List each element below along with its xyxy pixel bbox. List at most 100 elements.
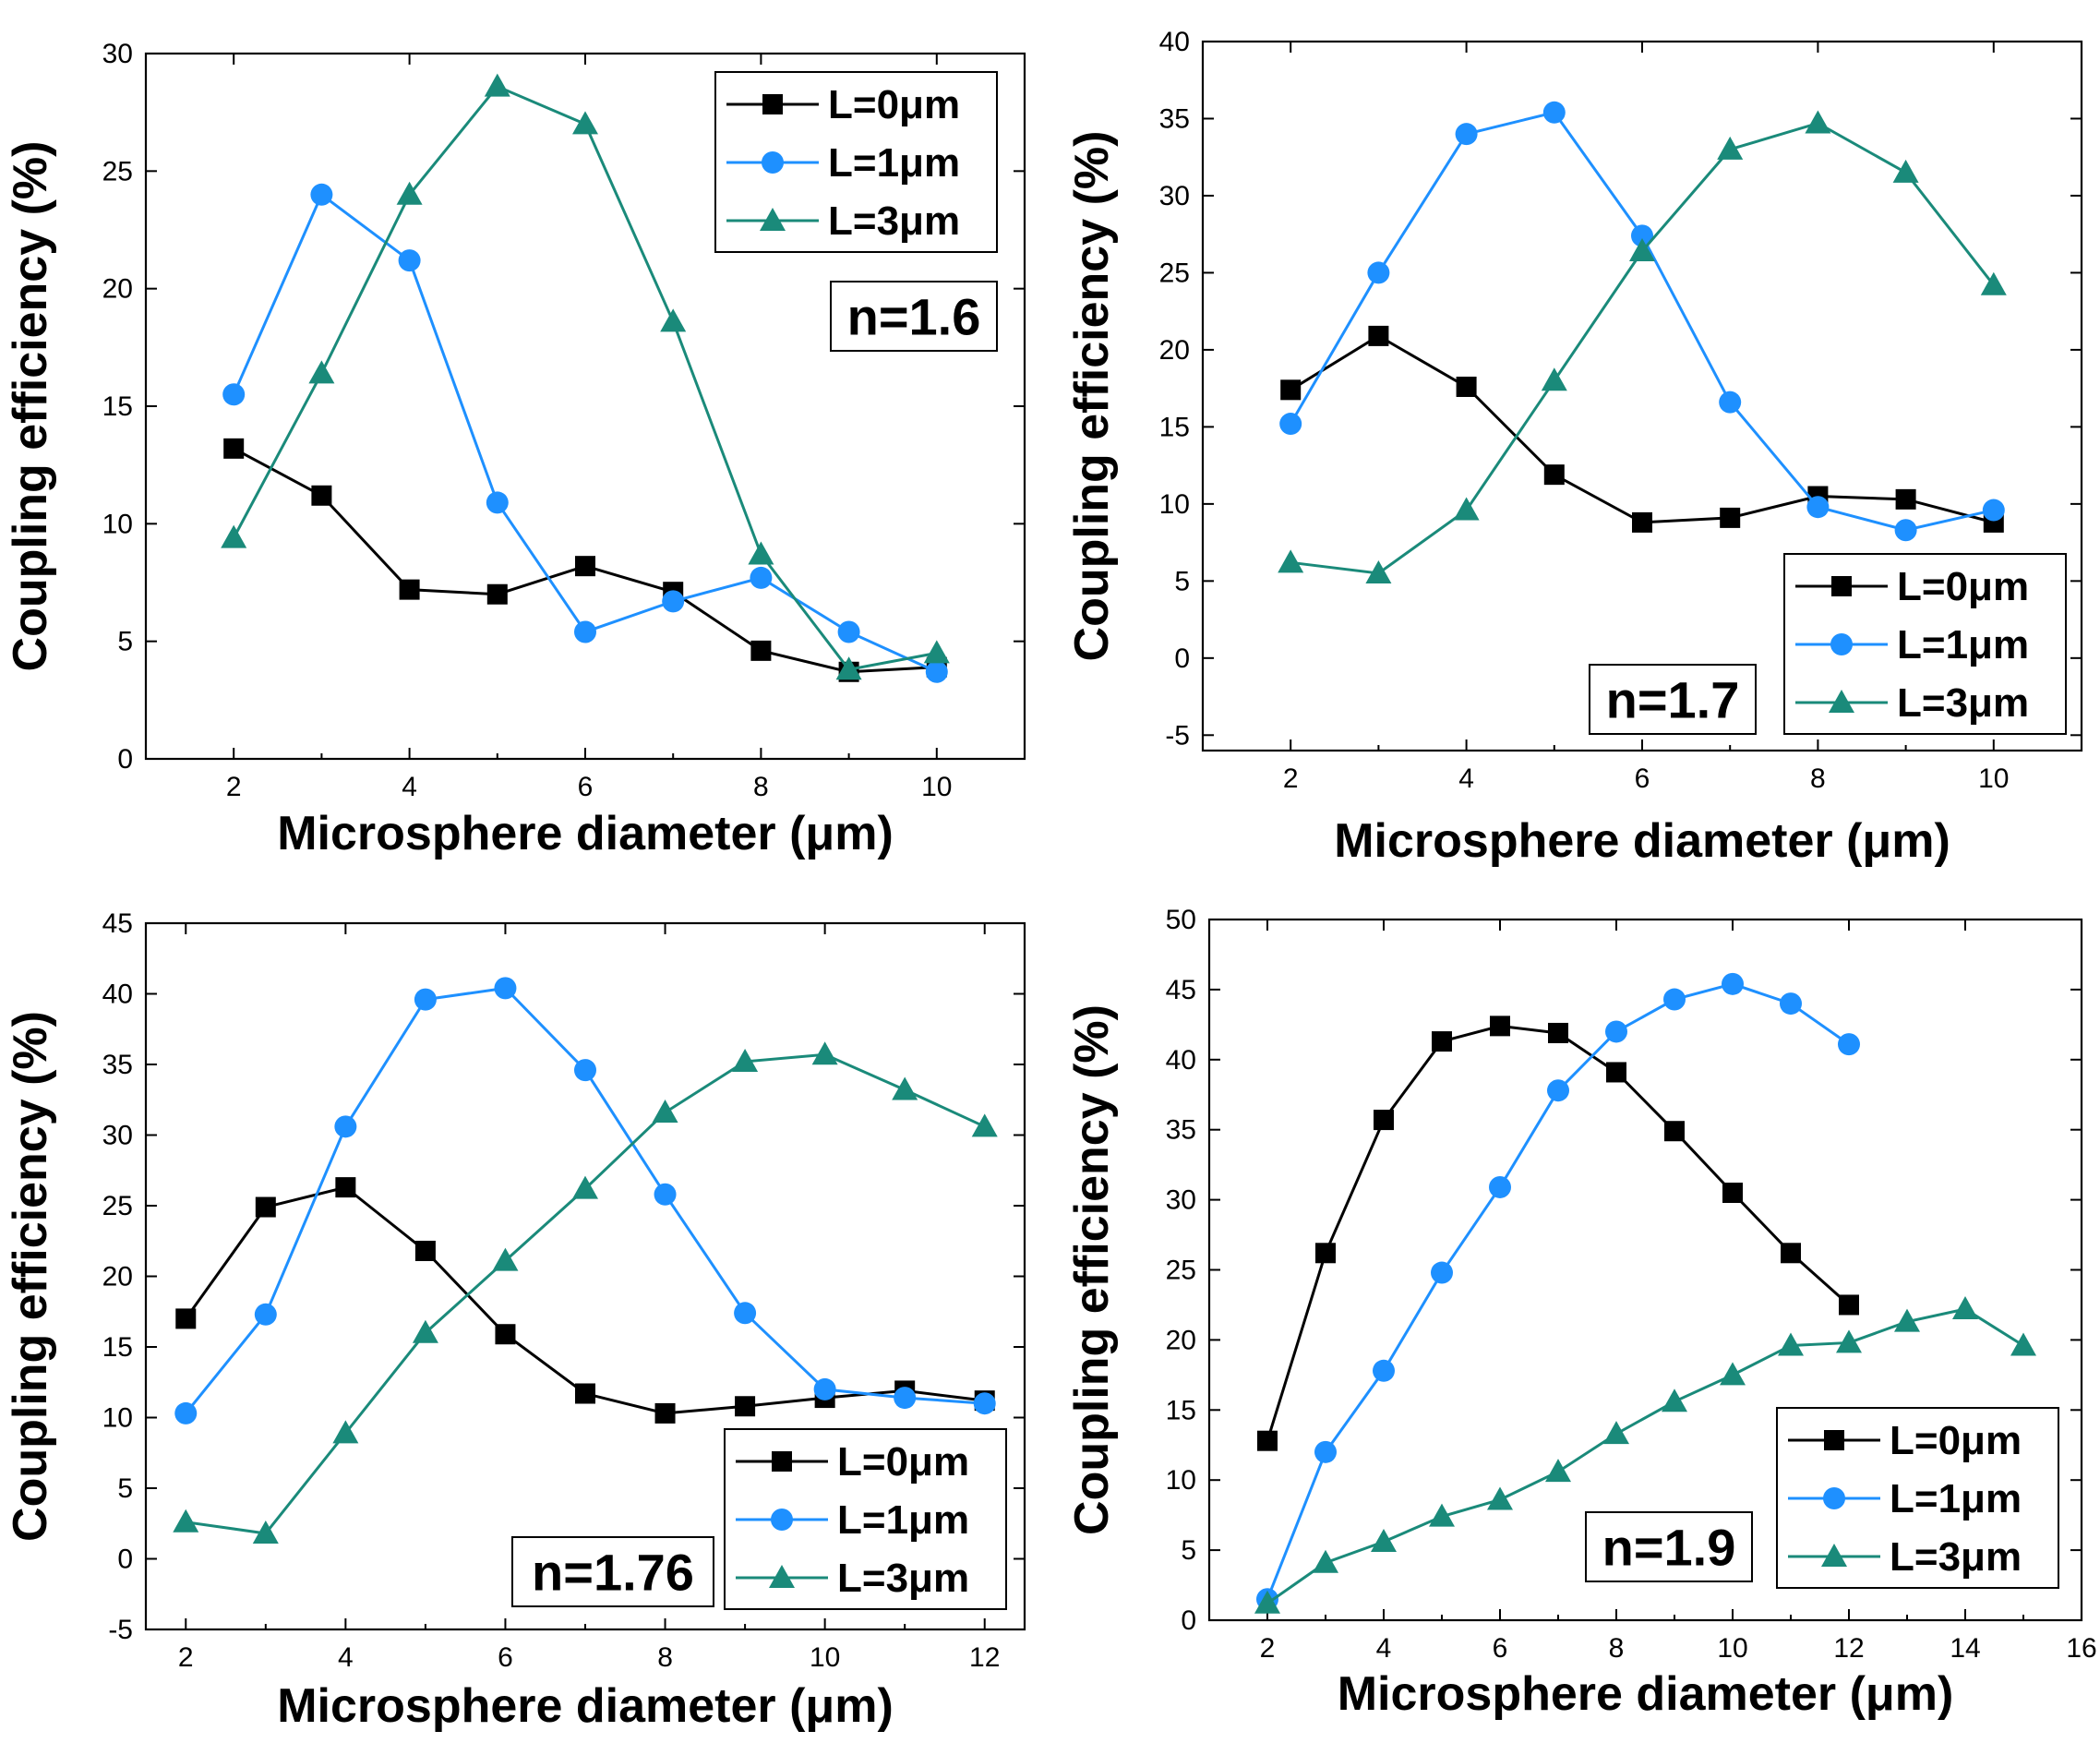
x-tick-label: 8: [1609, 1633, 1625, 1664]
data-point: [1894, 1308, 1920, 1332]
legend-label: L=3μm: [837, 1556, 969, 1601]
y-tick-label: 40: [1166, 1045, 1196, 1076]
data-point: [1455, 123, 1478, 146]
data-point: [495, 1324, 516, 1345]
data-point: [1895, 488, 1916, 510]
data-point: [575, 556, 595, 577]
data-point: [492, 1247, 519, 1271]
data-point: [894, 1387, 917, 1410]
data-point: [1456, 376, 1477, 397]
data-point: [223, 438, 245, 459]
data-point: [923, 640, 950, 664]
x-axis-title: Microsphere diameter (μm): [1338, 1667, 1954, 1721]
y-tick-label: 15: [102, 1332, 133, 1363]
y-tick-label: 50: [1166, 905, 1196, 935]
x-tick-label: 16: [2066, 1633, 2096, 1664]
series-L=0μm: [175, 1177, 995, 1424]
data-point: [748, 541, 774, 565]
y-tick-label: 35: [1159, 103, 1190, 134]
data-point: [1374, 1110, 1394, 1131]
x-tick-label: 4: [402, 772, 417, 802]
data-point: [1280, 379, 1302, 401]
legend: L=0μm L=1μm L=3μm: [1776, 1407, 2059, 1589]
y-tick-label: 25: [1166, 1256, 1196, 1286]
chart-panel-2: 2 4 6 8 10 -5 0 5 10 15 20 25 30 35 40 Microsphere diam…: [1065, 27, 2083, 868]
x-tick-label: 8: [753, 772, 769, 802]
data-point: [1548, 1022, 1568, 1043]
refractive-index-label: n=1.9: [1602, 1519, 1736, 1577]
series-line: [1289, 111, 1995, 532]
data-point: [398, 249, 421, 272]
x-tick-label: 6: [578, 772, 594, 802]
x-tick-label: 6: [1635, 763, 1650, 794]
x-tick-label: 10: [1717, 1633, 1747, 1664]
series-L=1μm: [1256, 972, 1860, 1611]
data-point: [2010, 1332, 2036, 1356]
data-point: [414, 988, 437, 1011]
data-point: [1487, 1486, 1513, 1510]
data-point: [1894, 519, 1917, 542]
data-point: [1980, 271, 2007, 295]
data-point: [1631, 224, 1653, 247]
y-tick-label: -5: [108, 1615, 133, 1645]
y-axis-title: Coupling efficiency (%): [4, 141, 57, 672]
y-tick-label: 20: [1166, 1325, 1196, 1355]
data-point: [750, 566, 773, 589]
data-point: [652, 1100, 678, 1124]
legend-marker: [1821, 1544, 1847, 1567]
data-point: [1542, 101, 1566, 124]
legend: L=0μm L=1μm L=3μm: [1783, 553, 2067, 735]
y-tick-label: 10: [1166, 1465, 1196, 1496]
data-point: [1778, 1332, 1804, 1356]
data-point: [1543, 464, 1565, 486]
data-point: [254, 1303, 277, 1326]
y-tick-label: 5: [1181, 1535, 1196, 1566]
y-tick-label: 5: [1174, 566, 1190, 596]
y-tick-label: 30: [1159, 181, 1190, 211]
legend-marker: [1831, 576, 1852, 596]
data-point: [1806, 496, 1830, 519]
legend-label: L=1μm: [1897, 622, 2029, 667]
series-L=3μm: [221, 73, 950, 680]
data-point: [574, 1059, 596, 1082]
data-point: [1371, 1528, 1397, 1552]
legend-marker: [769, 1565, 795, 1588]
chart-panel-4: 2 4 6 8 10 12 14 16 0 5 10 15 20 25 30 35 40 45 50 Microsph…: [1065, 905, 2097, 1721]
y-tick-label: 0: [1174, 643, 1190, 674]
data-point: [732, 1048, 759, 1072]
y-axis-title: Coupling efficiency (%): [1065, 1004, 1119, 1535]
data-point: [1314, 1440, 1337, 1463]
data-point: [925, 660, 948, 683]
y-tick-label: 5: [117, 1473, 133, 1504]
data-point: [575, 1383, 595, 1404]
x-tick-label: 14: [1950, 1633, 1980, 1664]
y-tick-label: 30: [1166, 1185, 1196, 1216]
data-point: [174, 1401, 198, 1424]
data-point: [1982, 499, 2005, 522]
series-L=3μm: [1254, 1296, 2036, 1614]
data-point: [1720, 1362, 1746, 1386]
legend-marker: [1823, 1487, 1845, 1509]
data-point: [1254, 1590, 1280, 1614]
data-point: [1603, 1421, 1629, 1445]
legend-label: L=0μm: [837, 1439, 969, 1485]
data-point: [1545, 1459, 1571, 1483]
series-line: [1266, 982, 1850, 1600]
data-point: [1365, 560, 1392, 583]
series-line: [185, 986, 985, 1414]
data-point: [1662, 1388, 1687, 1412]
legend-label: L=0μm: [1890, 1418, 2022, 1463]
x-tick-label: 2: [1260, 1633, 1276, 1664]
y-axis-title: Coupling efficiency (%): [1065, 131, 1119, 662]
data-point: [1313, 1549, 1338, 1573]
legend-label: L=0μm: [1897, 564, 2029, 609]
x-tick-label: 8: [657, 1642, 673, 1673]
data-point: [662, 590, 685, 613]
data-point: [973, 1392, 996, 1415]
y-tick-label: 40: [1159, 27, 1190, 57]
data-point: [310, 183, 333, 206]
legend-label: L=1μm: [1890, 1476, 2022, 1521]
data-point: [750, 640, 772, 661]
data-point: [660, 308, 687, 332]
y-tick-label: 15: [1159, 412, 1190, 442]
